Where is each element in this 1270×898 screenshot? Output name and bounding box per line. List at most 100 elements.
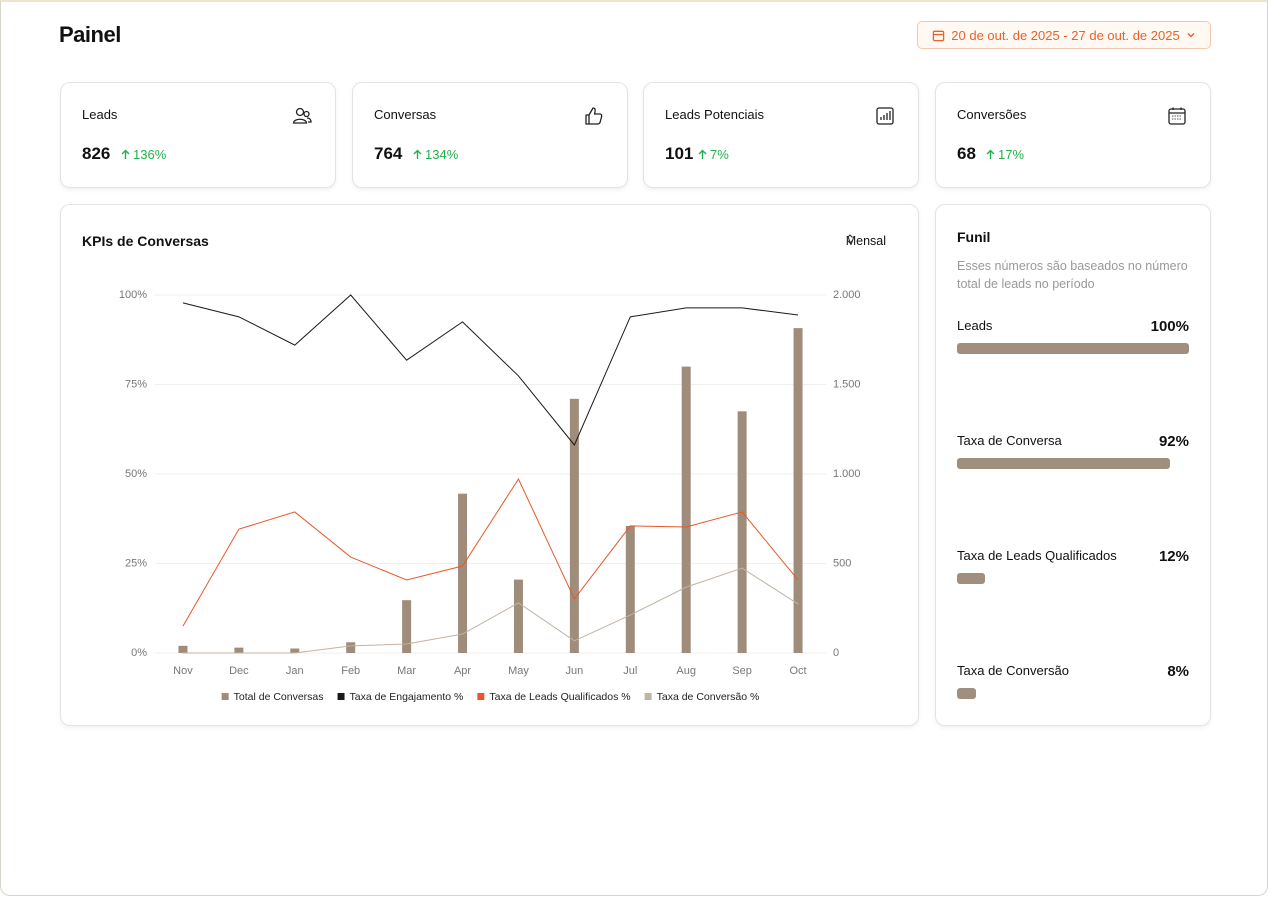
funnel-title: Funil <box>957 229 991 245</box>
legend: Total de Conversas Taxa de Engajamento % T… <box>221 691 760 703</box>
legend-label: Taxa de Engajamento % <box>350 691 464 703</box>
date-range-text: 20 de out. de 2025 - 27 de out. de 2025 <box>951 27 1180 43</box>
funnel-value: 100% <box>1150 318 1189 335</box>
kpi-change-text: 134% <box>425 147 459 162</box>
funnel-label: Taxa de Conversão <box>957 663 1070 678</box>
line-series <box>182 567 799 654</box>
kpi-value: 826 <box>82 144 111 163</box>
funnel-value: 8% <box>1167 663 1189 680</box>
funnel-value: 92% <box>1158 433 1189 450</box>
kpi-card: Conversões 68 17% <box>935 82 1211 188</box>
y2-tick-label: 1.000 <box>833 468 861 480</box>
funnel-description: Esses números são baseados no número tot… <box>957 259 1188 291</box>
kpi-value: 101 <box>665 144 694 163</box>
bar <box>513 579 523 653</box>
legend-swatch <box>477 693 485 700</box>
kpi-change: 7% <box>698 147 729 162</box>
kpi-change-text: 136% <box>133 147 167 162</box>
legend-label: Total de Conversas <box>234 691 324 703</box>
chart-icon <box>876 107 894 125</box>
x-tick-label: Sep <box>732 665 752 677</box>
chart-title: KPIs de Conversas <box>82 233 209 249</box>
x-tick-label: Dec <box>229 665 249 677</box>
y-tick-label: 50% <box>125 468 147 480</box>
bar <box>569 398 579 653</box>
funnel-track <box>957 688 1189 699</box>
bar <box>793 328 803 653</box>
funnel-bar <box>957 688 976 699</box>
legend-label: Taxa de Conversão % <box>657 691 760 703</box>
chart-card: 0% 25% 50% 75% 100% 0 500 1.000 1.500 2.000 Nov Dec… <box>60 204 919 726</box>
y2-tick-label: 2.000 <box>833 289 861 301</box>
kpi-label: Leads Potenciais <box>665 107 765 122</box>
users-icon <box>292 107 312 124</box>
line-series <box>182 294 799 446</box>
chart: 0% 25% 50% 75% 100% 0 500 1.000 1.500 2.000 Nov Dec… <box>119 289 861 703</box>
legend-label: Taxa de Leads Qualificados % <box>489 691 630 703</box>
thumbs-up-icon <box>585 107 603 125</box>
kpi-change-text: 17% <box>998 147 1025 162</box>
bar <box>458 493 468 653</box>
funnel-label: Leads <box>957 318 993 333</box>
calendar-icon <box>1168 107 1186 125</box>
y2-tick-label: 500 <box>833 557 851 569</box>
funnel-bar <box>957 458 1171 469</box>
bar <box>290 648 300 653</box>
funnel-bar <box>957 343 1189 354</box>
bar <box>737 411 747 653</box>
x-tick-label: May <box>508 665 529 677</box>
funnel-row: Taxa de Conversão 8% <box>957 663 1189 703</box>
x-tick-label: Jul <box>623 665 637 677</box>
y-tick-label: 0% <box>131 647 147 659</box>
bar <box>402 600 412 653</box>
kpi-card: Leads 826 136% <box>60 82 336 188</box>
funnel-label: Taxa de Leads Qualificados <box>957 548 1117 563</box>
kpi-change: 134% <box>413 147 458 162</box>
funnel-label: Taxa de Conversa <box>957 433 1062 448</box>
kpi-change: 136% <box>121 147 166 162</box>
kpi-label: Conversões <box>957 107 1027 122</box>
legend-swatch <box>221 693 229 700</box>
x-tick-label: Apr <box>454 665 471 677</box>
kpi-card: Conversas 764 134% <box>352 82 628 188</box>
funnel-row: Taxa de Conversa 92% <box>957 433 1189 473</box>
funnel-value: 12% <box>1158 548 1189 565</box>
kpi-value: 764 <box>374 144 403 163</box>
period-selector[interactable]: Mensal <box>846 234 886 248</box>
y2-tick-label: 1.500 <box>833 378 861 390</box>
x-tick-label: Jun <box>566 665 584 677</box>
y-tick-label: 100% <box>119 289 147 301</box>
line-series <box>182 477 799 627</box>
kpi-change: 17% <box>986 147 1024 162</box>
bar <box>234 647 244 653</box>
calendar-icon <box>933 30 945 41</box>
x-tick-label: Oct <box>789 665 806 677</box>
y-tick-label: 75% <box>125 378 147 390</box>
funnel-row: Leads 100% <box>957 318 1189 358</box>
bar <box>346 642 356 653</box>
funnel-card: Funil Esses números são baseados no núme… <box>935 204 1211 726</box>
funnel-track <box>957 343 1189 354</box>
x-tick-label: Mar <box>397 665 416 677</box>
x-tick-label: Feb <box>341 665 360 677</box>
bar <box>681 366 691 653</box>
kpi-change-text: 7% <box>710 147 729 162</box>
legend-swatch <box>337 693 345 700</box>
funnel-track <box>957 458 1189 469</box>
x-tick-label: Jan <box>286 665 304 677</box>
y2-tick-label: 0 <box>833 647 839 659</box>
page-title: Painel <box>59 22 121 47</box>
bar <box>178 645 188 653</box>
period-text: Mensal <box>845 234 886 248</box>
x-tick-label: Aug <box>676 665 696 677</box>
legend-swatch <box>644 693 652 700</box>
kpi-card: Leads Potenciais 101 7% <box>643 82 919 188</box>
y-tick-label: 25% <box>125 557 147 569</box>
bar <box>625 525 635 653</box>
kpi-label: Leads <box>82 107 118 122</box>
funnel-row: Taxa de Leads Qualificados 12% <box>957 548 1189 588</box>
chevron-down <box>1187 32 1195 38</box>
date-range-picker[interactable]: 20 de out. de 2025 - 27 de out. de 2025 <box>917 21 1211 49</box>
